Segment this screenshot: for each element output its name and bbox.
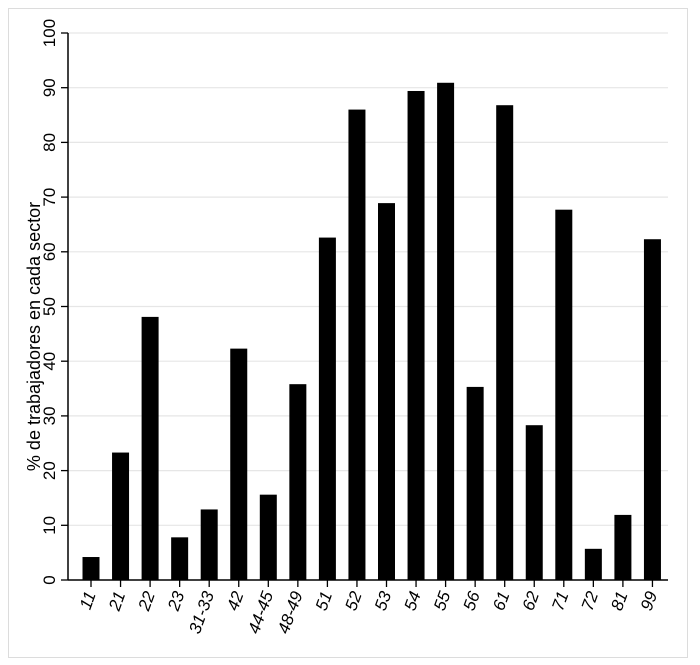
x-tick-label: 55 (430, 588, 455, 613)
bar-53 (378, 203, 395, 580)
x-tick-label: 21 (105, 589, 130, 614)
bar-44-45 (259, 494, 277, 580)
bar-21 (112, 452, 130, 580)
x-tick-label: 48-49 (274, 588, 307, 636)
x-tick-label: 99 (637, 588, 662, 613)
bar-48-49 (289, 384, 307, 580)
x-tick-label: 44-45 (244, 588, 277, 636)
bar-31-33 (200, 509, 218, 580)
x-tick-label: 54 (400, 589, 424, 613)
x-tick-label: 31-33 (185, 588, 218, 636)
x-tick-label: 72 (578, 588, 603, 613)
x-tick-label: 22 (134, 588, 159, 614)
bar-61 (496, 105, 514, 580)
y-ticks: 0 10 20 30 40 50 60 70 80 90 100 (40, 19, 68, 585)
bar-22 (141, 316, 159, 580)
bar-72 (584, 548, 602, 580)
bar-52 (348, 109, 366, 580)
y-tick-label: 30 (40, 406, 59, 425)
y-tick-label: 0 (40, 575, 59, 584)
bar-54 (407, 90, 425, 581)
bar-23 (171, 537, 189, 580)
x-tick-label: 11 (76, 589, 100, 612)
y-tick-label: 80 (40, 133, 59, 152)
bar-55 (437, 82, 455, 580)
x-tick-label: 53 (371, 588, 396, 613)
bar-42 (230, 348, 248, 580)
bar-62 (525, 425, 543, 580)
bars (82, 82, 661, 581)
y-axis-title: % de trabajadores en cada sector (24, 202, 44, 471)
y-tick-label: 70 (40, 188, 59, 207)
y-tick-label: 50 (40, 297, 59, 316)
x-tick-label: 81 (607, 589, 631, 613)
y-tick-label: 60 (40, 242, 59, 261)
y-tick-label: 90 (40, 78, 59, 97)
x-tick-label: 62 (519, 588, 544, 613)
bar-71 (555, 209, 573, 580)
x-tick-label: 42 (223, 588, 248, 613)
bar-56 (466, 386, 484, 580)
x-tick-label: 23 (164, 588, 189, 614)
y-tick-label: 100 (40, 19, 59, 47)
y-tick-label: 40 (40, 352, 59, 371)
x-tick-label: 71 (548, 589, 572, 613)
y-tick-label: 20 (40, 461, 59, 480)
x-tick-label: 51 (312, 589, 336, 613)
bar-51 (318, 237, 336, 580)
y-tick-label: 10 (40, 516, 59, 535)
bar-99 (643, 239, 661, 580)
bar-81 (614, 514, 632, 580)
x-tick-label: 56 (460, 588, 485, 613)
x-tick-label: 61 (489, 589, 513, 613)
x-tick-label: 52 (341, 588, 366, 613)
bar-11 (82, 557, 100, 580)
